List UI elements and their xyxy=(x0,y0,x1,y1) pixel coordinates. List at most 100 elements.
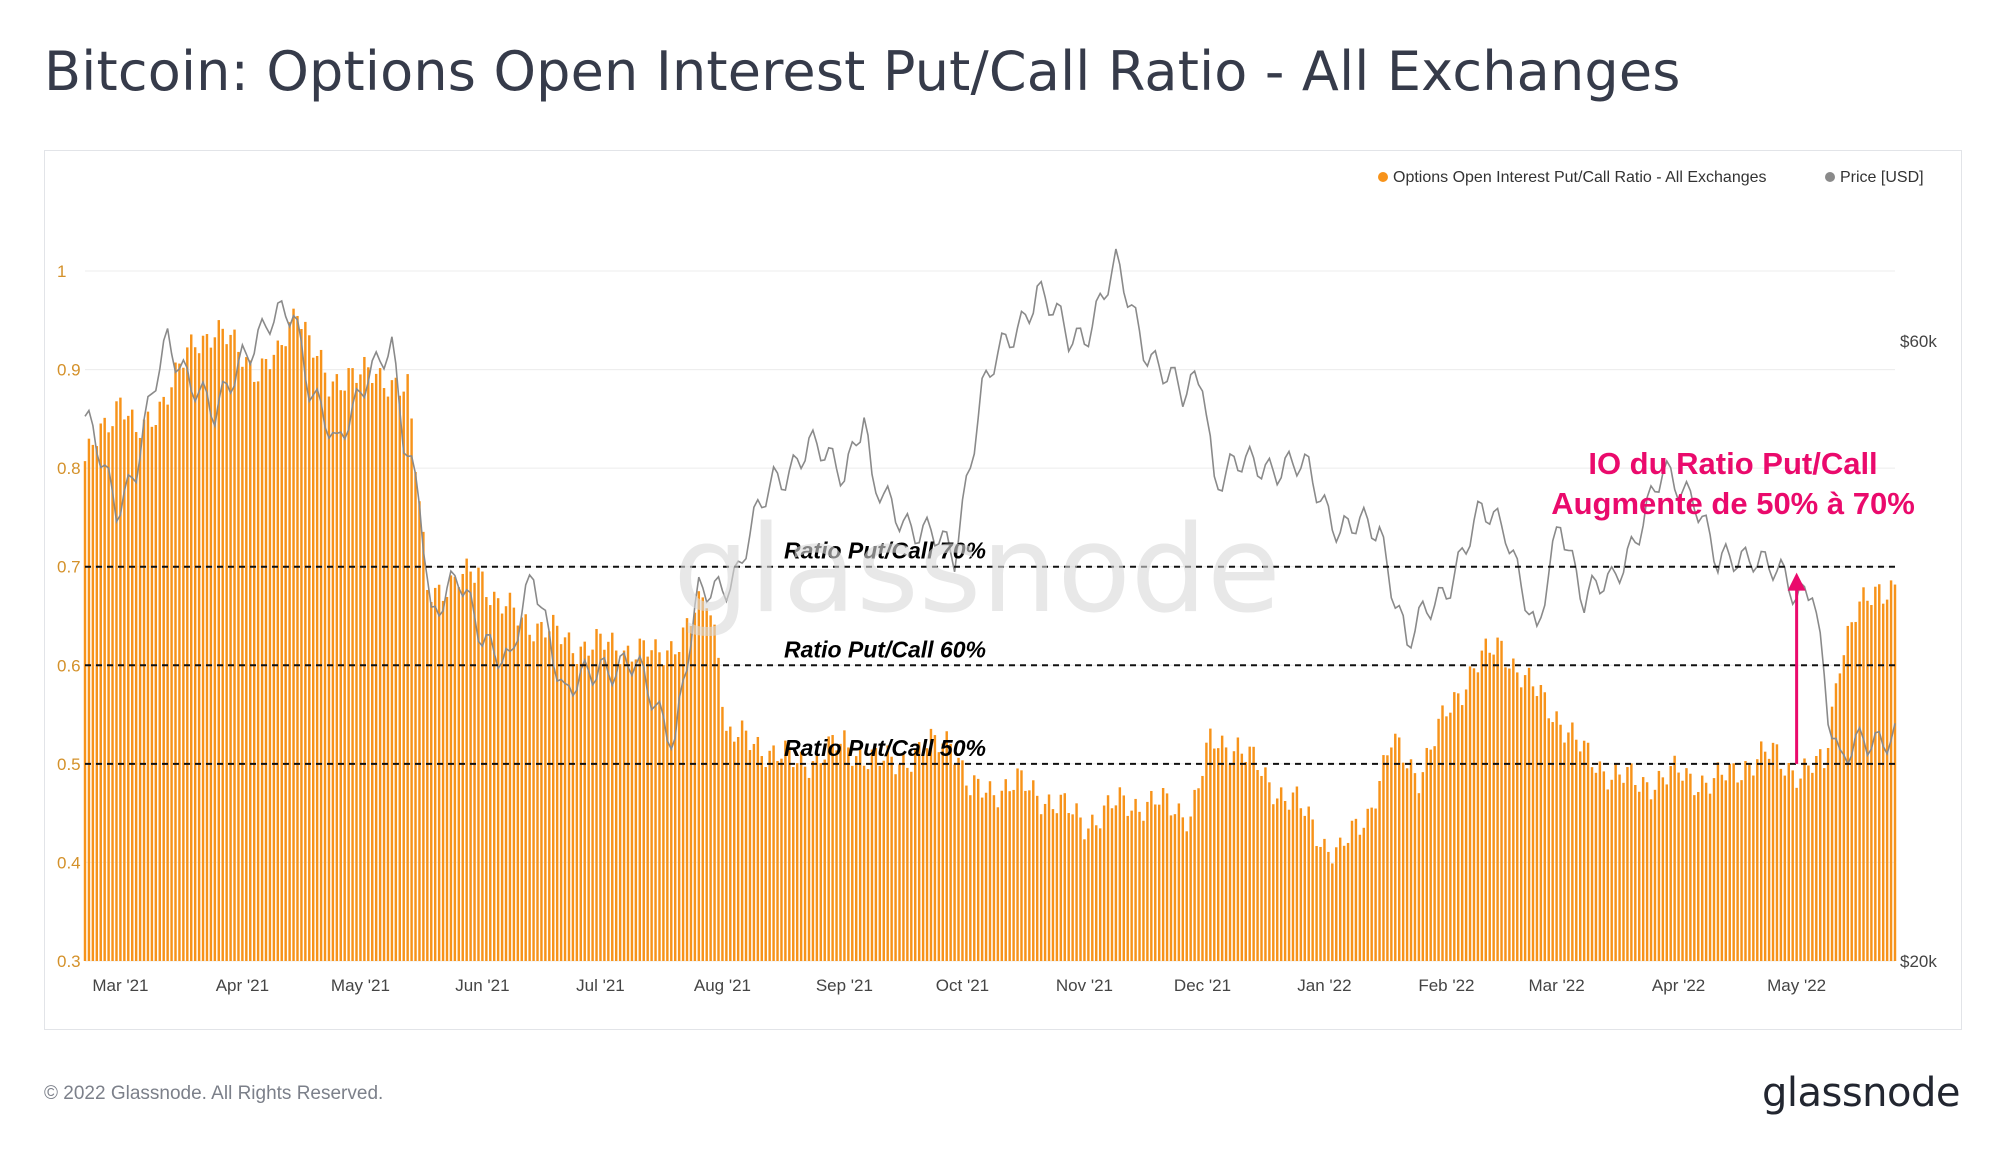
bar xyxy=(1449,712,1452,961)
bar xyxy=(1063,793,1066,961)
bar xyxy=(910,771,913,961)
bar xyxy=(1657,770,1661,961)
legend-price-label[interactable]: Price [USD] xyxy=(1840,169,1924,186)
bar xyxy=(1523,675,1527,961)
x-tick-label: Aug '21 xyxy=(694,976,751,995)
bar xyxy=(1429,749,1432,961)
bar xyxy=(1157,804,1161,961)
bar xyxy=(965,785,968,961)
legend-ratio-label[interactable]: Options Open Interest Put/Call Ratio - A… xyxy=(1393,169,1767,186)
bar xyxy=(925,748,929,961)
bar xyxy=(1012,789,1015,961)
bar xyxy=(371,383,374,961)
y-left-tick-label: 0.5 xyxy=(57,755,81,774)
bar xyxy=(1051,809,1055,961)
x-tick-label: Mar '22 xyxy=(1529,976,1585,995)
bar xyxy=(835,750,838,961)
bar xyxy=(1551,722,1554,961)
bar xyxy=(1645,782,1649,961)
bar xyxy=(374,373,378,961)
bar xyxy=(1700,775,1704,961)
footer-copyright: © 2022 Glassnode. All Rights Reserved. xyxy=(44,1083,384,1104)
footer-logo[interactable]: glassnode xyxy=(1761,1070,1961,1116)
bar xyxy=(1110,808,1114,961)
bar xyxy=(1457,693,1460,961)
x-tick-label: Nov '21 xyxy=(1056,976,1113,995)
bar xyxy=(1795,787,1798,961)
annotation-line1: IO du Ratio Put/Call xyxy=(1588,446,1877,481)
bar xyxy=(1185,831,1188,961)
x-tick-label: Jan '22 xyxy=(1297,976,1351,995)
bar xyxy=(1822,768,1826,961)
bar xyxy=(1319,846,1322,961)
bar xyxy=(1342,845,1346,961)
bar xyxy=(1885,599,1889,961)
bar xyxy=(807,777,811,961)
bar xyxy=(1067,813,1070,961)
bar xyxy=(1760,741,1763,961)
price-layer xyxy=(84,248,1896,766)
bar xyxy=(957,757,960,961)
bar xyxy=(870,749,874,961)
bar xyxy=(717,657,720,961)
bar xyxy=(1032,780,1035,961)
bar xyxy=(1020,770,1023,961)
bar xyxy=(1224,747,1228,961)
bar xyxy=(1476,672,1480,961)
bar xyxy=(1409,759,1413,961)
bar xyxy=(697,591,701,961)
bar xyxy=(1590,767,1594,961)
bar xyxy=(902,754,905,961)
bar xyxy=(1386,755,1389,961)
reference-line-label: Ratio Put/Call 70% xyxy=(784,538,986,564)
y-left-tick-label: 0.3 xyxy=(57,952,81,971)
bar xyxy=(83,461,87,961)
bar xyxy=(701,597,704,961)
bar xyxy=(548,631,551,961)
bar xyxy=(284,346,287,961)
bar xyxy=(1634,785,1637,961)
bar xyxy=(225,344,228,961)
bar xyxy=(1854,621,1857,961)
bar xyxy=(1712,778,1716,961)
bar xyxy=(339,390,342,961)
bar xyxy=(1307,806,1310,961)
bar xyxy=(677,652,681,961)
bar xyxy=(1220,735,1224,961)
bar xyxy=(111,426,114,961)
bar xyxy=(304,321,307,961)
bar xyxy=(1819,749,1822,961)
bar xyxy=(1677,772,1680,961)
bar xyxy=(323,372,327,961)
bar xyxy=(1287,809,1291,961)
bar xyxy=(363,356,366,961)
bar xyxy=(1484,638,1487,961)
bar xyxy=(780,758,783,961)
bar xyxy=(756,736,760,961)
bar xyxy=(567,632,571,961)
bar xyxy=(1209,728,1212,961)
bar xyxy=(1803,758,1806,961)
bar xyxy=(1240,753,1244,961)
bar xyxy=(520,617,523,961)
bar xyxy=(119,397,122,961)
bar xyxy=(1641,777,1645,961)
bar xyxy=(1279,787,1283,961)
bar xyxy=(1771,742,1775,961)
bar xyxy=(1815,756,1818,961)
bar xyxy=(685,618,689,961)
bar xyxy=(1681,780,1684,961)
bar xyxy=(1500,640,1503,961)
bar xyxy=(803,766,807,961)
bar xyxy=(1016,768,1019,961)
bar xyxy=(1421,772,1425,961)
legend: Options Open Interest Put/Call Ratio - A… xyxy=(1378,169,1924,186)
x-tick-label: May '21 xyxy=(331,976,390,995)
bar xyxy=(1582,740,1586,961)
bar xyxy=(1382,755,1385,961)
bar xyxy=(607,641,610,961)
bar xyxy=(1370,807,1373,961)
bar xyxy=(536,623,539,961)
bar xyxy=(618,664,622,961)
bar xyxy=(799,751,803,961)
